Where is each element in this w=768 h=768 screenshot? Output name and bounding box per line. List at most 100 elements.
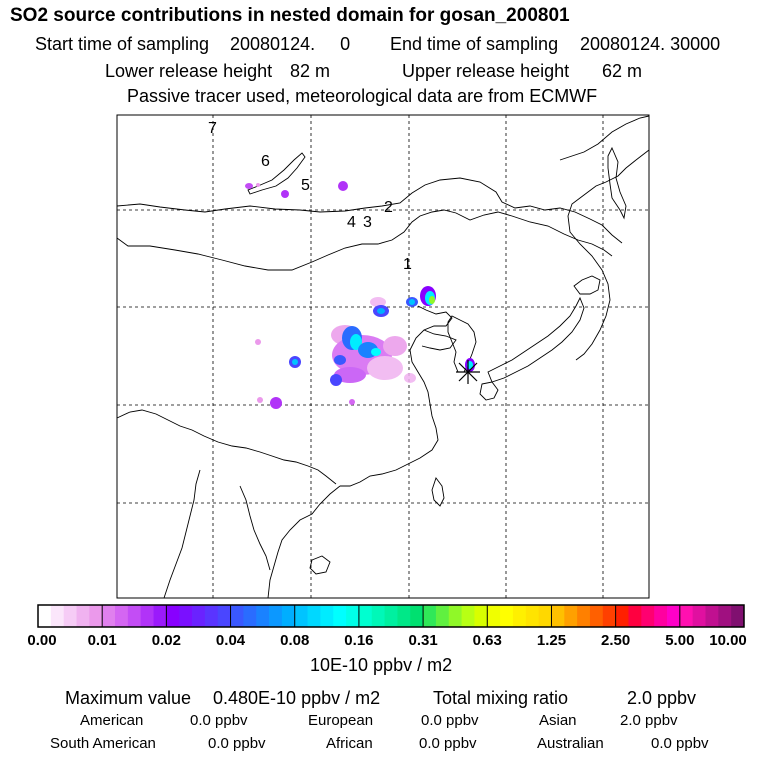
- upper-release-value: 62 m: [602, 61, 643, 81]
- colorbar-swatch: [474, 605, 488, 627]
- colorbar-swatch: [115, 605, 129, 627]
- start-time-label: Start time of sampling: [35, 34, 210, 54]
- colorbar-swatch: [705, 605, 719, 627]
- japan-honshu: [487, 296, 585, 383]
- colorbar-tick-label: 0.31: [408, 632, 438, 649]
- plume-cell: [377, 308, 385, 314]
- border-mongolia: [116, 209, 613, 271]
- colorbar-swatch: [423, 605, 437, 627]
- colorbar-swatch: [102, 605, 116, 627]
- plume-cell: [409, 299, 415, 305]
- region-value-african: 0.0 ppbv: [419, 735, 477, 752]
- total-mixing-label: Total mixing ratio: [433, 688, 569, 708]
- plume-cell: [334, 367, 366, 383]
- plume-cell: [404, 373, 416, 383]
- total-mixing-value: 2.0 ppbv: [627, 688, 697, 708]
- colorbar-swatch: [666, 605, 681, 627]
- border-south: [163, 469, 201, 599]
- colorbar-swatch: [615, 605, 629, 627]
- border-indochina: [239, 485, 271, 571]
- plume-cell: [292, 359, 298, 365]
- colorbar-swatch: [384, 605, 398, 627]
- colorbar-unit: 10E-10 ppbv / m2: [310, 655, 453, 675]
- colorbar-swatch: [166, 605, 180, 627]
- colorbar-swatch: [127, 605, 142, 627]
- region-value-asian: 2.0 ppbv: [620, 712, 678, 729]
- colorbar-tick-label: 0.02: [151, 632, 181, 649]
- lower-release-value: 82 m: [290, 61, 331, 81]
- colorbar-swatch: [333, 605, 347, 627]
- coast-okhotsk: [559, 115, 650, 161]
- colorbar-swatch: [641, 605, 655, 627]
- colorbar-swatch: [628, 605, 642, 627]
- plume-cell: [429, 296, 435, 304]
- colorbar-swatch: [179, 605, 193, 627]
- border-north: [116, 177, 623, 244]
- chart-title: SO2 source contributions in nested domai…: [10, 5, 570, 26]
- colorbar-swatch: [731, 605, 745, 627]
- colorbar-tick-label: 0.01: [87, 632, 117, 649]
- colorbar-swatch: [577, 605, 591, 627]
- colorbar-swatch: [358, 605, 373, 627]
- plume-cell: [270, 397, 282, 409]
- colorbar-swatch: [448, 605, 462, 627]
- region-value-australian: 0.0 ppbv: [651, 735, 709, 752]
- colorbar-swatch: [410, 605, 424, 627]
- colorbar-swatch: [692, 605, 706, 627]
- plume-cell: [383, 336, 407, 356]
- colorbar-swatch: [718, 605, 732, 627]
- colorbar-swatch: [679, 605, 694, 627]
- plume-cell: [367, 356, 403, 380]
- colorbar-swatch: [538, 605, 552, 627]
- plume-cell: [245, 183, 253, 189]
- colorbar-swatch: [371, 605, 385, 627]
- colorbar-swatch: [602, 605, 617, 627]
- colorbar-swatch: [525, 605, 540, 627]
- colorbar-swatch: [204, 605, 219, 627]
- colorbar-swatch: [551, 605, 565, 627]
- plume-cell: [330, 374, 342, 386]
- border-southwest: [116, 409, 337, 485]
- colorbar-swatch: [76, 605, 90, 627]
- colorbar-swatch: [346, 605, 360, 627]
- region-value-american: 0.0 ppbv: [190, 712, 248, 729]
- source-marker-5: 5: [301, 177, 310, 194]
- colorbar-tick-label: 0.16: [344, 632, 374, 649]
- colorbar-swatch: [397, 605, 411, 627]
- colorbar-swatch: [589, 605, 604, 627]
- plume-cell: [255, 339, 261, 345]
- colorbar-swatch: [63, 605, 77, 627]
- colorbar-swatch: [230, 605, 244, 627]
- source-marker-7: 7: [208, 120, 217, 137]
- plume-cell: [281, 190, 289, 198]
- colorbar-swatch: [153, 605, 167, 627]
- region-label-african: African: [326, 735, 373, 752]
- colorbar-swatch: [294, 605, 308, 627]
- region-label-south-american: South American: [50, 735, 156, 752]
- sakhalin: [607, 146, 627, 220]
- japan-hokkaido: [573, 275, 601, 295]
- coast-china: [340, 305, 453, 487]
- colorbar-swatch: [512, 605, 527, 627]
- colorbar-swatch: [654, 605, 668, 627]
- colorbar-tick-label: 0.08: [280, 632, 310, 649]
- tracer-note: Passive tracer used, meteorological data…: [127, 86, 598, 106]
- coastlines: [116, 115, 650, 599]
- colorbar-tick-label: 0.63: [472, 632, 502, 649]
- plume-cell: [370, 297, 386, 307]
- colorbar-swatch: [192, 605, 206, 627]
- receptor-marker: [456, 360, 480, 384]
- colorbar-tick-label: 2.50: [601, 632, 631, 649]
- colorbar-swatch: [500, 605, 514, 627]
- colorbar-swatch: [487, 605, 501, 627]
- colorbar-swatch: [140, 605, 154, 627]
- colorbar-tick-label: 0.04: [215, 632, 246, 649]
- end-time-value: 20080124. 30000: [580, 34, 721, 54]
- coast-hainan: [309, 555, 331, 575]
- colorbar-tick-label: 5.00: [665, 632, 695, 649]
- colorbar-swatch: [461, 605, 475, 627]
- end-time-label: End time of sampling: [390, 34, 559, 54]
- colorbar-swatch: [435, 605, 450, 627]
- colorbar-swatch: [243, 605, 257, 627]
- plume-cell: [338, 181, 348, 191]
